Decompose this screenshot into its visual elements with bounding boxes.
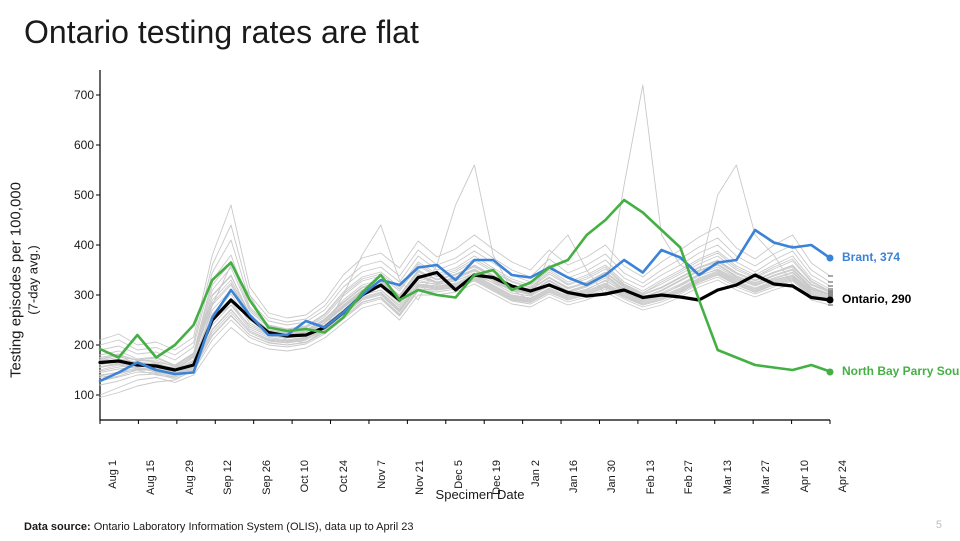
x-tick-label: Nov 7: [372, 460, 388, 489]
chart: Testing episodes per 100,000 (7-day avg.…: [30, 60, 930, 500]
data-source-text: Ontario Laboratory Information System (O…: [94, 521, 414, 533]
series-label-ontario: Ontario, 290: [842, 292, 911, 306]
series-label-northbay: North Bay Parry Sound, 147: [842, 364, 960, 378]
y-tick-label: 600: [74, 138, 100, 152]
y-axis-label: Testing episodes per 100,000: [8, 130, 25, 430]
series-end-dot-ontario: [827, 297, 834, 304]
x-tick-label: Apr 10: [795, 460, 811, 492]
x-tick-label: Mar 13: [718, 460, 734, 494]
x-tick-label: Dec 5: [449, 460, 465, 489]
x-tick-label: Apr 24: [833, 460, 849, 492]
y-tick-label: 400: [74, 238, 100, 252]
y-tick-label: 500: [74, 188, 100, 202]
x-tick-label: Jan 16: [564, 460, 580, 493]
data-source: Data source: Ontario Laboratory Informat…: [24, 521, 413, 533]
y-axis-sublabel: (7-day avg.): [25, 130, 40, 430]
x-tick-label: Aug 1: [103, 460, 119, 489]
series-end-dot-brant: [827, 255, 834, 262]
slide-title: Ontario testing rates are flat: [24, 14, 419, 51]
y-tick-label: 300: [74, 288, 100, 302]
plot-area: 100200300400500600700Aug 1Aug 15Aug 29Se…: [100, 60, 840, 460]
x-tick-label: Jan 30: [602, 460, 618, 493]
y-tick-label: 100: [74, 388, 100, 402]
x-tick-label: Feb 13: [641, 460, 657, 494]
x-tick-label: Oct 24: [334, 460, 350, 492]
series-label-brant: Brant, 374: [842, 250, 900, 264]
slide-root: Ontario testing rates are flat Testing e…: [0, 0, 960, 541]
x-tick-label: Mar 27: [756, 460, 772, 494]
x-tick-label: Nov 21: [410, 460, 426, 495]
page-number: 5: [936, 519, 942, 531]
y-axis-label-group: Testing episodes per 100,000 (7-day avg.…: [8, 130, 40, 430]
chart-svg: [100, 60, 840, 460]
x-axis-label: Specimen Date: [436, 487, 525, 502]
x-tick-label: Feb 27: [679, 460, 695, 494]
x-tick-label: Oct 10: [295, 460, 311, 492]
y-tick-label: 200: [74, 338, 100, 352]
y-tick-label: 700: [74, 88, 100, 102]
x-tick-label: Aug 15: [141, 460, 157, 495]
x-tick-label: Jan 2: [526, 460, 542, 487]
x-tick-label: Sep 26: [257, 460, 273, 495]
data-source-label: Data source:: [24, 521, 91, 533]
x-tick-label: Aug 29: [180, 460, 196, 495]
x-tick-label: Sep 12: [218, 460, 234, 495]
series-end-dot-northbay: [827, 368, 834, 375]
